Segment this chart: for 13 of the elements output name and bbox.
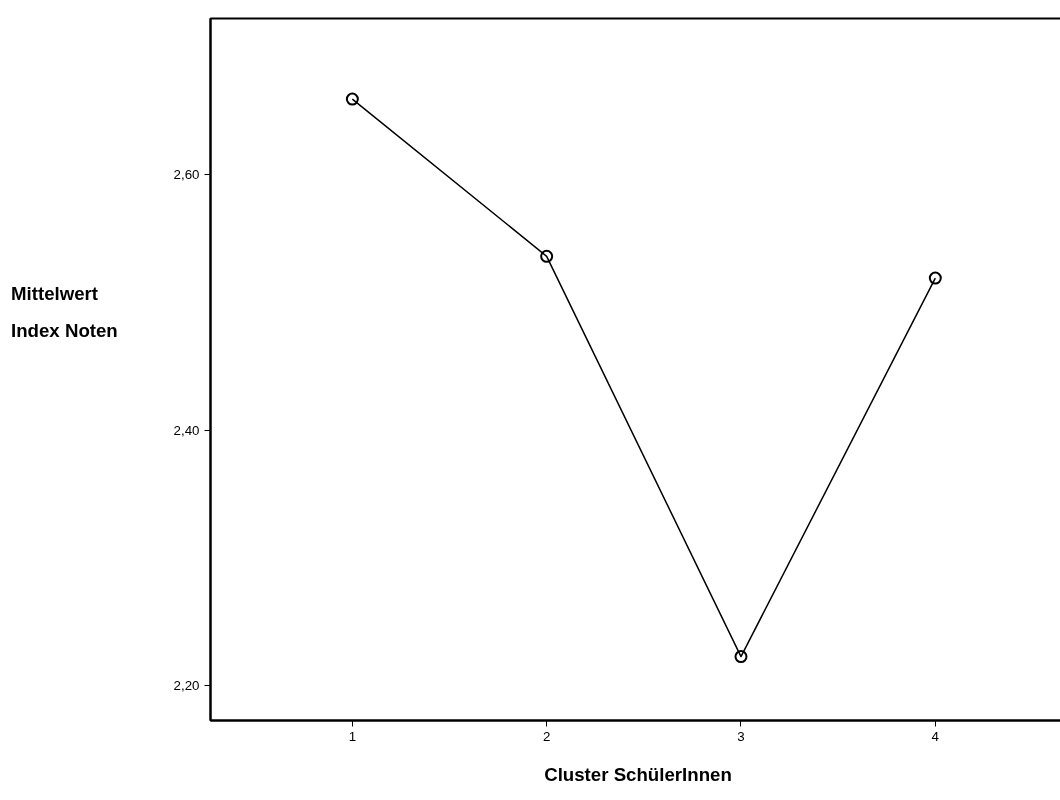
x-axis-title: Cluster SchülerInnen bbox=[544, 763, 732, 785]
x-tick-label: 4 bbox=[931, 728, 940, 744]
point bbox=[928, 271, 942, 285]
y-tick-label: 2,40 bbox=[173, 422, 200, 438]
y-axis-title: Mittelwert Index Noten bbox=[11, 282, 118, 344]
x-tick-label: 1 bbox=[348, 728, 357, 744]
x-tick-label: 2 bbox=[542, 728, 551, 744]
x-tick-label: 3 bbox=[737, 728, 745, 744]
point bbox=[345, 92, 359, 106]
y-tick-label: 2,20 bbox=[173, 678, 200, 694]
point bbox=[540, 249, 554, 263]
point bbox=[734, 650, 748, 664]
y-tick-label: 2,60 bbox=[173, 167, 200, 182]
